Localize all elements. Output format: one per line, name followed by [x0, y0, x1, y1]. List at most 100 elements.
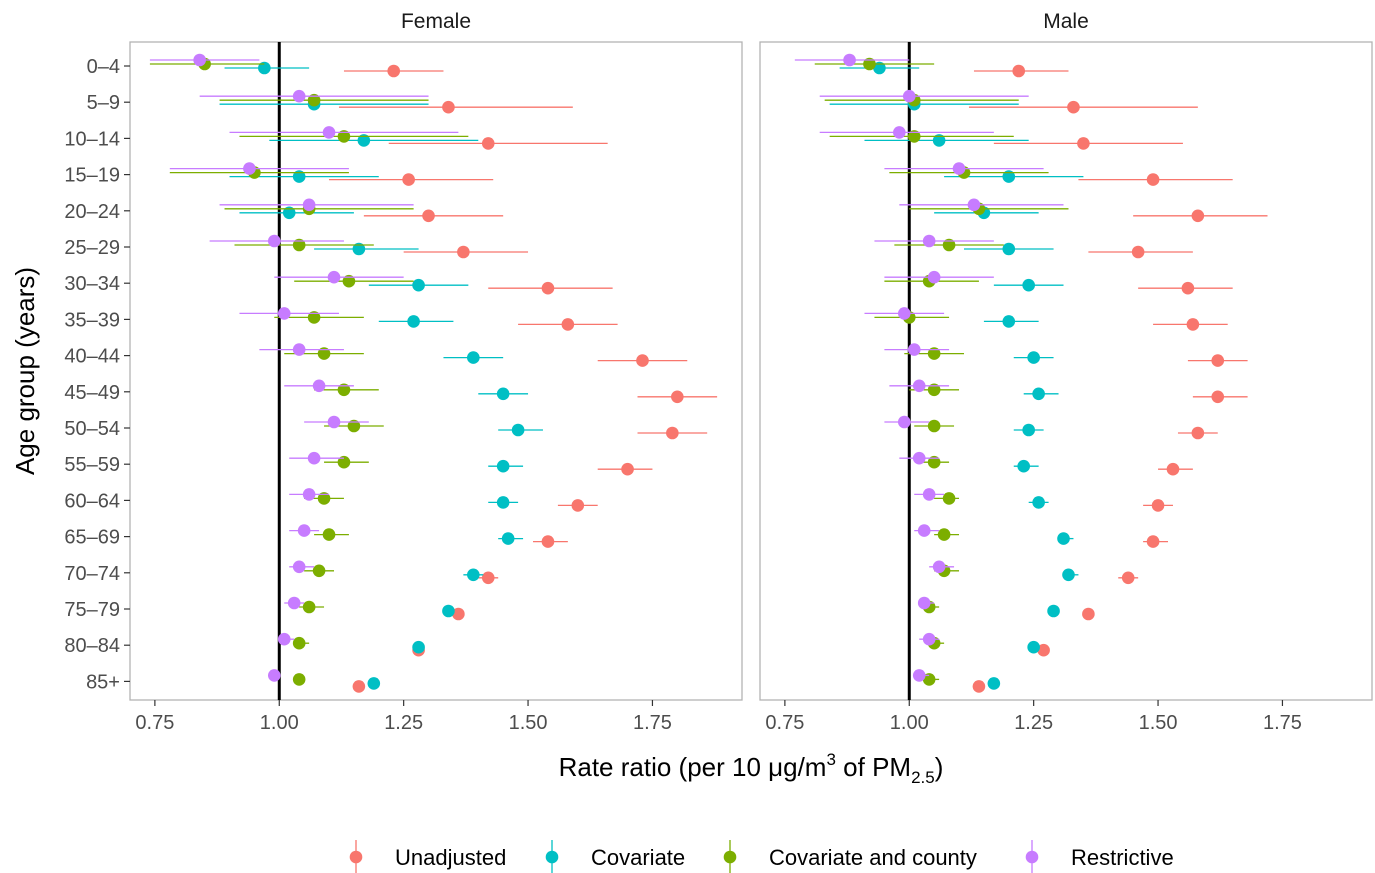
point-county	[302, 600, 316, 614]
y-tick-label: 35–39	[64, 309, 120, 331]
point-unadjusted	[1211, 390, 1225, 404]
point-unadjusted	[621, 462, 634, 476]
x-tick-label: 1.00	[890, 712, 929, 734]
panel-frame-female	[129, 41, 743, 701]
point-covariate	[932, 134, 946, 147]
point-restrictive	[843, 53, 856, 67]
point-covariate	[1047, 604, 1060, 618]
y-tick-label: 50–54	[64, 418, 120, 440]
x-tick-label: 1.75	[1263, 712, 1302, 734]
point-unadjusted	[1077, 137, 1090, 150]
point-covariate	[1022, 423, 1035, 437]
point-county	[292, 636, 306, 650]
x-tick-label: 1.25	[384, 712, 423, 734]
point-covariate	[412, 278, 425, 292]
point-covariate	[367, 677, 381, 690]
legend-item-covariate: Covariate	[545, 840, 685, 873]
x-tick-label: 1.75	[633, 712, 672, 734]
point-unadjusted	[1037, 643, 1050, 657]
point-unadjusted	[452, 607, 465, 621]
point-unadjusted	[387, 64, 401, 78]
point-restrictive	[297, 524, 311, 537]
point-restrictive	[287, 596, 301, 610]
y-tick-label: 15–19	[64, 165, 120, 187]
point-county	[337, 130, 351, 143]
point-county	[342, 274, 356, 288]
point-unadjusted	[561, 318, 575, 331]
point-covariate	[407, 315, 420, 328]
point-restrictive	[312, 379, 326, 393]
x-axis-title-end: )	[935, 752, 944, 782]
point-restrictive	[193, 53, 206, 67]
point-restrictive	[292, 560, 306, 574]
point-covariate	[1027, 351, 1040, 364]
point-covariate	[987, 677, 1001, 690]
y-tick-label: 80–84	[64, 635, 120, 657]
x-axis-title-sub: 2.5	[911, 768, 935, 787]
point-unadjusted	[481, 571, 495, 585]
point-covariate	[496, 459, 510, 473]
point-restrictive	[307, 451, 321, 465]
point-covariate	[282, 206, 296, 220]
point-restrictive	[907, 343, 921, 356]
point-restrictive	[922, 488, 936, 501]
y-tick-label: 0–4	[87, 56, 120, 78]
point-restrictive	[267, 234, 281, 248]
legend-key-dot	[349, 850, 363, 864]
point-unadjusted	[1082, 607, 1095, 621]
point-county	[337, 455, 351, 469]
point-unadjusted	[1211, 354, 1225, 367]
point-unadjusted	[666, 426, 679, 440]
point-county	[337, 383, 351, 397]
x-tick-label: 0.75	[135, 712, 174, 734]
point-county	[292, 673, 306, 686]
point-restrictive	[277, 632, 291, 646]
point-restrictive	[897, 415, 911, 429]
x-axis-male: 0.75 1.00 1.25 1.50 1.75	[765, 700, 1302, 734]
y-tick-label: 45–49	[64, 382, 120, 404]
x-tick-label: 1.25	[1014, 712, 1053, 734]
point-restrictive	[932, 560, 946, 574]
point-covariate	[1062, 568, 1075, 582]
point-unadjusted	[972, 680, 986, 693]
x-tick-label: 0.75	[765, 712, 804, 734]
point-restrictive	[922, 632, 936, 646]
x-tick-label: 1.00	[260, 712, 299, 734]
y-tick-label: 5–9	[87, 92, 120, 114]
x-axis-title-main: Rate ratio (per 10 μg/m	[559, 752, 827, 782]
point-county	[312, 564, 326, 578]
point-unadjusted	[1186, 318, 1200, 331]
point-restrictive	[922, 234, 936, 248]
point-county	[927, 347, 941, 360]
point-unadjusted	[352, 680, 366, 693]
point-unadjusted	[1146, 535, 1160, 548]
y-tick-label: 85+	[86, 671, 120, 693]
y-tick-label: 55–59	[64, 454, 120, 476]
point-covariate	[1022, 278, 1035, 292]
point-unadjusted	[541, 281, 555, 295]
point-county	[942, 492, 956, 505]
y-tick-label: 60–64	[64, 490, 120, 512]
point-county	[863, 57, 876, 71]
point-restrictive	[292, 343, 306, 356]
point-unadjusted	[671, 390, 684, 404]
panel-frame-male	[759, 41, 1373, 701]
point-unadjusted	[1166, 462, 1180, 476]
panel-title-male: Male	[1043, 10, 1089, 33]
legend-label: Covariate and county	[769, 845, 977, 870]
point-covariate	[258, 61, 271, 75]
point-county	[907, 130, 921, 143]
legend-label: Unadjusted	[395, 845, 506, 870]
legend-label: Covariate	[591, 845, 685, 870]
point-county	[942, 238, 956, 252]
point-covariate	[1027, 640, 1040, 654]
point-covariate	[412, 640, 425, 654]
x-axis-title: Rate ratio (per 10 μg/m3 of PM2.5)	[559, 750, 944, 787]
y-tick-label: 30–34	[64, 273, 120, 295]
x-tick-label: 1.50	[509, 712, 548, 734]
point-covariate	[352, 242, 366, 256]
point-covariate	[1057, 532, 1070, 545]
point-restrictive	[322, 126, 336, 139]
point-unadjusted	[402, 173, 415, 186]
y-tick-label: 10–14	[64, 128, 120, 150]
